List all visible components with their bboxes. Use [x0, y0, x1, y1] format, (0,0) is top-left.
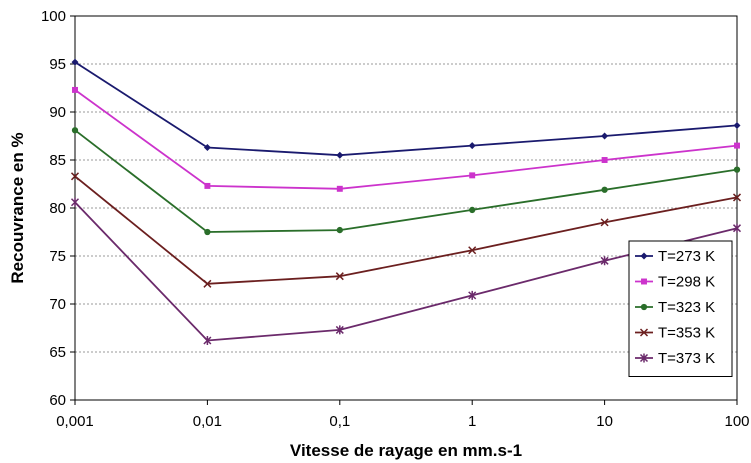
legend-label: T=298 K — [658, 274, 715, 291]
legend-label: T=323 K — [658, 299, 715, 316]
data-point — [335, 325, 344, 335]
data-point — [639, 353, 649, 363]
x-axis-title: Vitesse de rayage en mm.s-1 — [290, 441, 522, 460]
series-5 — [70, 197, 742, 345]
data-point — [70, 172, 80, 181]
data-point — [70, 197, 80, 207]
data-point — [732, 193, 742, 202]
series-lines — [70, 58, 742, 345]
data-point — [335, 272, 344, 281]
legend: T=273 K T=298 K T=323 K T=353 K T=373 K — [628, 240, 733, 377]
series-line — [74, 129, 738, 233]
legend-item: T=273 K — [635, 248, 715, 265]
legend-label: T=373 K — [658, 350, 715, 367]
legend-label: T=353 K — [658, 325, 715, 342]
data-point — [468, 142, 476, 150]
data-point — [72, 86, 78, 93]
x-tick-label: 1 — [468, 413, 476, 430]
y-axis-title: Recouvrance en % — [8, 132, 27, 283]
data-point — [203, 144, 211, 152]
data-point — [203, 279, 212, 288]
data-point — [468, 246, 477, 255]
data-point — [468, 290, 477, 300]
series-1 — [71, 58, 741, 159]
legend-item: T=353 K — [635, 325, 715, 342]
data-point — [639, 328, 649, 337]
legend-item: T=323 K — [635, 299, 715, 316]
series-line — [74, 61, 738, 157]
data-point — [469, 172, 476, 179]
legend-label: T=273 K — [658, 248, 715, 265]
y-axis-ticks: 60 65 70 75 80 85 90 95 100 — [41, 8, 75, 409]
data-point — [336, 226, 343, 234]
y-tick-label: 70 — [49, 296, 66, 313]
y-tick-label: 80 — [49, 200, 66, 217]
series-line — [74, 175, 738, 285]
data-point — [733, 166, 741, 173]
data-point — [733, 121, 741, 129]
x-tick-label: 100 — [724, 413, 749, 430]
data-point — [600, 256, 609, 266]
y-tick-label: 90 — [49, 104, 66, 121]
data-point — [336, 151, 344, 159]
data-point — [732, 223, 742, 233]
series-4 — [70, 172, 742, 288]
y-tick-label: 85 — [49, 152, 66, 169]
y-tick-label: 95 — [49, 56, 66, 73]
y-tick-label: 100 — [41, 8, 66, 25]
series-3 — [71, 127, 741, 236]
series-2 — [72, 86, 740, 192]
data-point — [204, 182, 211, 189]
data-point — [640, 303, 648, 311]
legend-item: T=373 K — [635, 350, 715, 367]
data-point — [640, 252, 648, 260]
series-line — [74, 89, 738, 190]
legend-item: T=298 K — [635, 274, 715, 291]
x-tick-label: 0,01 — [193, 413, 222, 430]
x-tick-label: 0,001 — [56, 413, 94, 430]
x-tick-label: 10 — [596, 413, 613, 430]
x-axis-ticks: 0,001 0,01 0,1 1 10 100 — [56, 400, 750, 430]
data-point — [641, 278, 647, 285]
data-point — [469, 206, 476, 214]
data-point — [203, 335, 212, 345]
data-point — [71, 127, 79, 134]
data-point — [601, 132, 609, 140]
y-tick-label: 60 — [49, 392, 66, 409]
data-point — [601, 157, 608, 163]
y-tick-label: 65 — [49, 344, 66, 361]
series-line — [74, 201, 738, 342]
data-point — [336, 185, 343, 192]
x-tick-label: 0,1 — [329, 413, 350, 430]
data-point — [601, 186, 608, 193]
data-point — [204, 228, 211, 236]
data-point — [734, 142, 740, 149]
data-point — [600, 218, 609, 227]
y-tick-label: 75 — [49, 248, 66, 265]
data-point — [71, 58, 79, 66]
